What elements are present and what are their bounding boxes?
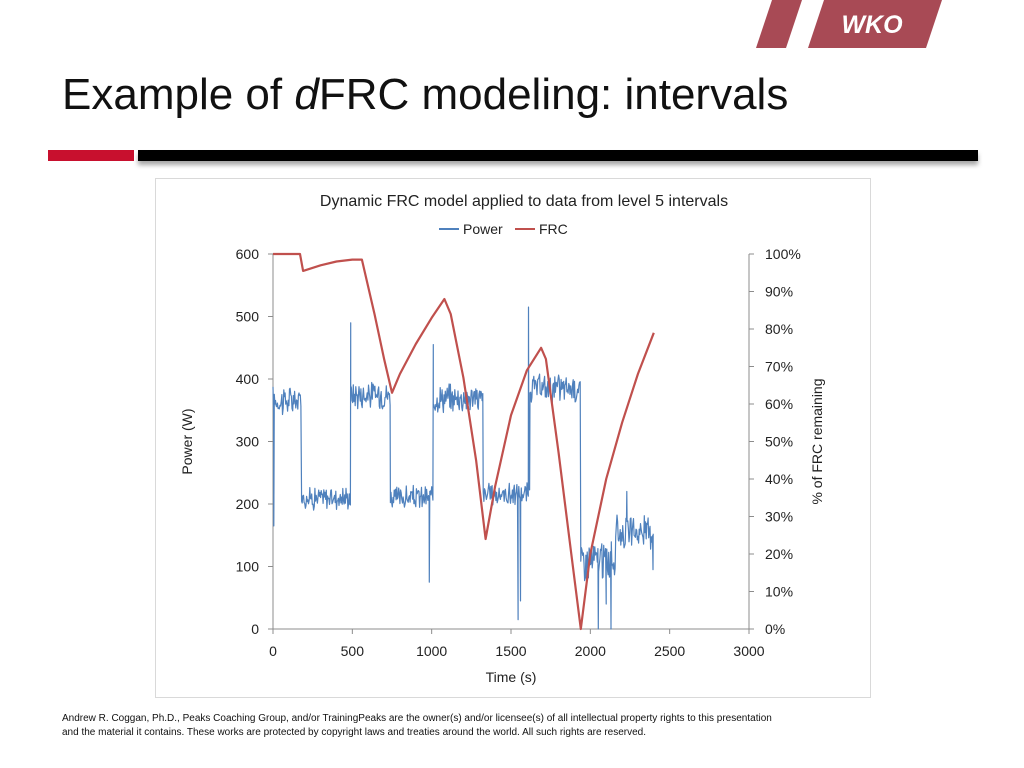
y-tick-label: 300 bbox=[236, 434, 260, 450]
legend-label-power: Power bbox=[463, 221, 503, 237]
wko-logo: WKO bbox=[756, 0, 942, 48]
y-tick-label: 100 bbox=[236, 559, 260, 575]
y-tick-label: 400 bbox=[236, 371, 260, 387]
x-tick-label: 1000 bbox=[416, 643, 447, 659]
x-tick-label: 500 bbox=[341, 643, 365, 659]
copyright-footer: Andrew R. Coggan, Ph.D., Peaks Coaching … bbox=[62, 713, 772, 738]
x-tick-label: 2000 bbox=[575, 643, 606, 659]
frc-series-line bbox=[273, 252, 655, 631]
y2-tick-label: 70% bbox=[765, 359, 793, 375]
title-rule-black bbox=[138, 150, 978, 161]
logo-text: WKO bbox=[841, 11, 903, 39]
y2-tick-label: 20% bbox=[765, 546, 793, 562]
power-series-line bbox=[272, 306, 654, 630]
y2-tick-label: 60% bbox=[765, 396, 793, 412]
title-rule-red bbox=[48, 150, 134, 161]
x-tick-label: 1500 bbox=[495, 643, 526, 659]
x-tick-label: 3000 bbox=[733, 643, 764, 659]
y-tick-label: 500 bbox=[236, 309, 260, 325]
chart-legend: Power FRC bbox=[439, 221, 568, 237]
logo-stripe bbox=[756, 0, 802, 48]
title-suffix: FRC modeling: intervals bbox=[318, 70, 789, 119]
wko-logo-graphic: WKO bbox=[756, 0, 942, 48]
y-tick-label: 600 bbox=[236, 246, 260, 262]
frc-chart: Dynamic FRC model applied to data from l… bbox=[179, 193, 825, 685]
y2-tick-label: 40% bbox=[765, 471, 793, 487]
legend-label-frc: FRC bbox=[539, 221, 568, 237]
chart-container: Dynamic FRC model applied to data from l… bbox=[155, 178, 871, 698]
y-tick-label: 0 bbox=[251, 621, 259, 637]
chart-plot-area bbox=[272, 252, 655, 631]
y2-tick-label: 0% bbox=[765, 621, 785, 637]
y2-tick-label: 30% bbox=[765, 509, 793, 525]
chart-axes: 0 500 1000 1500 2000 2500 3000 0 100 200 300 400 500… bbox=[179, 246, 825, 685]
y2-tick-label: 90% bbox=[765, 284, 793, 300]
title-italic: d bbox=[294, 70, 319, 119]
y-tick-label: 200 bbox=[236, 496, 260, 512]
y2-tick-label: 10% bbox=[765, 584, 793, 600]
title-prefix: Example of bbox=[62, 70, 295, 119]
x-tick-label: 0 bbox=[269, 643, 277, 659]
y2-tick-label: 50% bbox=[765, 434, 793, 450]
x-tick-label: 2500 bbox=[654, 643, 685, 659]
slide-title: Example of dFRC modeling: intervals bbox=[62, 70, 788, 120]
chart-title: Dynamic FRC model applied to data from l… bbox=[320, 193, 728, 210]
y2-tick-label: 100% bbox=[765, 246, 801, 262]
y2-tick-label: 80% bbox=[765, 321, 793, 337]
y2-axis-label: % of FRC remaining bbox=[809, 378, 825, 504]
x-axis-label: Time (s) bbox=[486, 669, 537, 685]
y-axis-label: Power (W) bbox=[179, 408, 195, 474]
logo-badge bbox=[808, 0, 942, 48]
